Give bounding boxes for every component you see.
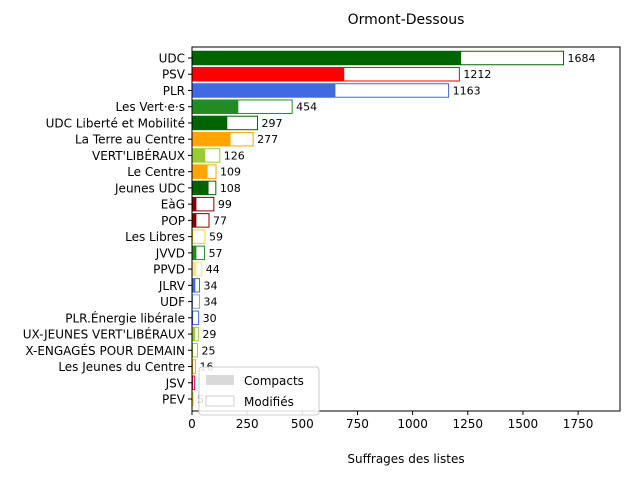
legend-swatch <box>205 395 235 407</box>
y-tick-label: UX-JEUNES VERT'LIBÉRAUX <box>23 327 185 342</box>
x-axis-ticks: 0 250 500 750 1000 1250 1500 1750 <box>188 411 593 431</box>
bar-compacts <box>192 262 197 276</box>
legend-swatch <box>206 375 234 385</box>
bar-modifies <box>191 294 201 309</box>
bar-value-label: 297 <box>262 117 283 130</box>
bar-compacts <box>192 376 194 390</box>
y-tick-label: Les Vert·e·s <box>116 100 186 114</box>
bar-compacts <box>192 246 197 260</box>
y-tick-label: La Terre au Centre <box>75 133 185 147</box>
bar-value-label: 277 <box>257 133 278 146</box>
y-tick-label: VERT'LIBÉRAUX <box>92 148 185 163</box>
x-tick-label: 750 <box>346 417 369 431</box>
bar-compacts <box>192 278 196 293</box>
x-tick-label: 500 <box>291 417 314 431</box>
bar-compacts <box>192 132 231 146</box>
bar-compacts <box>192 164 208 179</box>
x-tick-label: 250 <box>236 417 259 431</box>
x-tick-label: 1250 <box>452 417 483 431</box>
bar-compacts <box>192 181 209 195</box>
y-tick-label: PLR.Énergie libérale <box>65 310 185 325</box>
bar-value-label: 25 <box>202 344 216 357</box>
y-tick-label: Les Libres <box>125 230 185 244</box>
y-tick-label: PEV <box>162 393 186 407</box>
bar-compacts <box>192 197 197 211</box>
bar-compacts <box>192 51 462 65</box>
bar-value-label: 44 <box>206 263 220 276</box>
bar-value-label: 29 <box>202 328 216 341</box>
y-tick-label: Jeunes UDC <box>114 181 185 195</box>
bar-value-label: 109 <box>220 166 241 179</box>
bar-value-label: 57 <box>209 247 223 260</box>
y-tick-label: Les Jeunes du Centre <box>58 360 185 374</box>
y-tick-label: PPVD <box>153 263 185 277</box>
bar-compacts <box>192 229 194 244</box>
bar-compacts <box>192 359 194 374</box>
y-tick-label: PSV <box>162 68 186 82</box>
bar-compacts <box>192 99 239 114</box>
bar-compacts <box>192 148 206 163</box>
legend-entry: Modifiés <box>244 395 294 409</box>
y-tick-label: JVVD <box>155 246 185 260</box>
bar-value-label: 77 <box>213 214 227 227</box>
bar-value-label: 99 <box>218 198 232 211</box>
x-tick-label: 1000 <box>397 417 428 431</box>
x-tick-label: 0 <box>188 417 196 431</box>
bars-group: 1684 1212 1163 454 297 277 126 109 108 99 77 59 57 44… <box>191 50 596 407</box>
x-axis-label: Suffrages des listes <box>347 452 464 466</box>
y-tick-label: POP <box>161 214 185 228</box>
bar-value-label: 59 <box>209 231 223 244</box>
x-tick-label: 1500 <box>508 417 539 431</box>
bar-compacts <box>192 213 197 228</box>
plot-frame <box>191 46 621 412</box>
bar-compacts <box>192 327 196 341</box>
y-tick-label: UDC Liberté et Mobilité <box>46 116 185 130</box>
bar-compacts <box>192 294 194 309</box>
bar-compacts <box>192 311 194 325</box>
y-tick-label: X-ENGAGÉS POUR DEMAIN <box>25 343 185 358</box>
legend: Compacts Modifiés <box>198 366 320 416</box>
bar-value-label: 34 <box>204 279 218 292</box>
bar-value-label: 1212 <box>463 68 491 81</box>
y-tick-label: EàG <box>161 198 185 212</box>
bar-value-label: 1684 <box>568 52 596 65</box>
bar-value-label: 30 <box>203 312 217 325</box>
y-tick-label: JSV <box>165 376 186 390</box>
bar-value-label: 454 <box>296 101 317 114</box>
y-axis-ticks: UDC PSV PLR Les Vert·e·s UDC Liberté et Mobi… <box>23 52 192 407</box>
bar-value-label: 1163 <box>453 84 481 97</box>
legend-entry: Compacts <box>244 374 304 388</box>
x-tick-label: 1750 <box>563 417 594 431</box>
y-tick-label: PLR <box>163 84 185 98</box>
bar-value-label: 126 <box>224 149 245 162</box>
chart-title: Ormont-Dessous <box>348 12 465 28</box>
bar-compacts <box>192 83 336 98</box>
bar-compacts <box>192 67 345 81</box>
y-tick-label: JLRV <box>158 279 186 293</box>
bar-value-label: 34 <box>204 296 218 309</box>
bar-value-label: 108 <box>220 182 241 195</box>
bar-compacts <box>192 116 228 130</box>
y-tick-label: Le Centre <box>127 165 185 179</box>
y-tick-label: UDC <box>159 52 185 66</box>
bar-modifies <box>191 229 206 244</box>
y-tick-label: UDF <box>160 295 185 309</box>
bar-compacts <box>192 343 194 358</box>
